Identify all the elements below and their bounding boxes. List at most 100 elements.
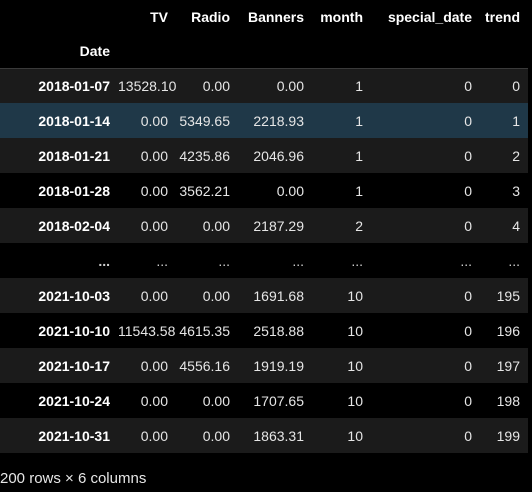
- column-header-banners: Banners: [247, 9, 304, 25]
- cell-banners: 1863.31: [253, 427, 304, 444]
- row-index-label: 2018-01-21: [38, 147, 110, 164]
- cell-radio: 4235.86: [179, 147, 230, 164]
- cell-tv: ...: [156, 252, 168, 269]
- cell-radio: 4556.16: [179, 357, 230, 374]
- cell-tv: 0.00: [140, 357, 168, 374]
- cell-month: 1: [355, 112, 363, 129]
- row-index-label: 2021-10-10: [38, 322, 110, 339]
- cell-special-date: 0: [464, 182, 472, 199]
- cell-special-date: ...: [460, 252, 472, 269]
- cell-trend: 3: [512, 182, 520, 199]
- cell-trend: 196: [496, 322, 520, 339]
- table-row: 2018-01-07 13528.10 0.00 0.00 1 0 0: [0, 68, 528, 103]
- cell-month: 2: [355, 217, 363, 234]
- row-index-label: 2021-10-31: [38, 427, 110, 444]
- cell-special-date: 0: [464, 322, 472, 339]
- table-row: 2021-10-17 0.00 4556.16 1919.19 10 0 197: [0, 348, 528, 383]
- column-header-tv: TV: [150, 9, 168, 25]
- cell-trend: 198: [496, 392, 520, 409]
- cell-special-date: 0: [464, 427, 472, 444]
- row-index-label: 2018-02-04: [38, 217, 110, 234]
- cell-month: 1: [355, 182, 363, 199]
- cell-special-date: 0: [464, 77, 472, 94]
- cell-tv: 0.00: [140, 287, 168, 304]
- table-row: 2018-01-21 0.00 4235.86 2046.96 1 0 2: [0, 138, 528, 173]
- cell-month: 10: [347, 287, 363, 304]
- row-index-label: 2021-10-24: [38, 392, 110, 409]
- cell-special-date: 0: [464, 217, 472, 234]
- cell-month: 10: [347, 357, 363, 374]
- cell-special-date: 0: [464, 287, 472, 304]
- row-index-label: 2018-01-07: [38, 77, 110, 94]
- table-body: 2018-01-07 13528.10 0.00 0.00 1 0 0 2018-01-14 0…: [0, 68, 528, 453]
- table-row: 2018-01-14 0.00 5349.65 2218.93 1 0 1: [0, 103, 528, 138]
- cell-trend: 199: [496, 427, 520, 444]
- cell-special-date: 0: [464, 357, 472, 374]
- cell-radio: ...: [218, 252, 230, 269]
- cell-banners: 1707.65: [253, 392, 304, 409]
- cell-special-date: 0: [464, 112, 472, 129]
- cell-month: 10: [347, 322, 363, 339]
- cell-trend: ...: [508, 252, 520, 269]
- cell-banners: 0.00: [276, 77, 304, 94]
- index-name-row: Date: [0, 34, 528, 68]
- table-header: TV Radio Banners month special_date tren…: [0, 0, 528, 68]
- cell-tv: 0.00: [140, 427, 168, 444]
- cell-tv: 11543.58: [118, 322, 176, 339]
- cell-tv: 0.00: [140, 392, 168, 409]
- column-header-radio: Radio: [191, 9, 230, 25]
- table-row-ellipsis: .....................: [0, 243, 528, 278]
- cell-radio: 0.00: [202, 77, 230, 94]
- cell-month: 1: [355, 77, 363, 94]
- cell-trend: 197: [496, 357, 520, 374]
- table-row: 2021-10-10 11543.58 4615.35 2518.88 10 0 196: [0, 313, 528, 348]
- row-index-label: ...: [98, 252, 110, 269]
- cell-special-date: 0: [464, 147, 472, 164]
- cell-tv: 0.00: [140, 182, 168, 199]
- cell-radio: 4615.35: [179, 322, 230, 339]
- cell-radio: 5349.65: [179, 112, 230, 129]
- cell-tv: 0.00: [140, 112, 168, 129]
- cell-special-date: 0: [464, 392, 472, 409]
- cell-trend: 4: [512, 217, 520, 234]
- cell-banners: 1919.19: [253, 357, 304, 374]
- cell-month: 10: [347, 427, 363, 444]
- cell-banners: 2046.96: [253, 147, 304, 164]
- table-row: 2021-10-31 0.00 0.00 1863.31 10 0 199: [0, 418, 528, 453]
- cell-month: 1: [355, 147, 363, 164]
- table-row: 2021-10-24 0.00 0.00 1707.65 10 0 198: [0, 383, 528, 418]
- column-header-month: month: [320, 9, 363, 25]
- index-name-header: Date: [79, 42, 110, 59]
- column-header-row: TV Radio Banners month special_date tren…: [0, 0, 528, 34]
- row-index-label: 2021-10-03: [38, 287, 110, 304]
- cell-radio: 3562.21: [179, 182, 230, 199]
- cell-banners: 2187.29: [253, 217, 304, 234]
- cell-month: ...: [351, 252, 363, 269]
- cell-tv: 0.00: [140, 217, 168, 234]
- cell-trend: 2: [512, 147, 520, 164]
- cell-banners: 0.00: [276, 182, 304, 199]
- row-index-label: 2018-01-28: [38, 182, 110, 199]
- cell-radio: 0.00: [202, 392, 230, 409]
- cell-radio: 0.00: [202, 217, 230, 234]
- cell-trend: 1: [512, 112, 520, 129]
- table-row: 2021-10-03 0.00 0.00 1691.68 10 0 195: [0, 278, 528, 313]
- shape-summary: 200 rows × 6 columns: [0, 470, 147, 487]
- cell-banners: 1691.68: [253, 287, 304, 304]
- column-header-trend: trend: [485, 9, 520, 25]
- cell-radio: 0.00: [202, 427, 230, 444]
- index-corner-cell: [0, 0, 118, 34]
- column-header-special-date: special_date: [387, 9, 472, 25]
- cell-tv: 13528.10: [118, 77, 176, 94]
- row-index-label: 2018-01-14: [38, 112, 110, 129]
- cell-banners: ...: [292, 252, 304, 269]
- cell-banners: 2218.93: [253, 112, 304, 129]
- cell-month: 10: [347, 392, 363, 409]
- cell-trend: 0: [512, 77, 520, 94]
- table-row: 2018-02-04 0.00 0.00 2187.29 2 0 4: [0, 208, 528, 243]
- dataframe-table: TV Radio Banners month special_date tren…: [0, 0, 528, 453]
- cell-radio: 0.00: [202, 287, 230, 304]
- cell-tv: 0.00: [140, 147, 168, 164]
- cell-trend: 195: [496, 287, 520, 304]
- row-index-label: 2021-10-17: [38, 357, 110, 374]
